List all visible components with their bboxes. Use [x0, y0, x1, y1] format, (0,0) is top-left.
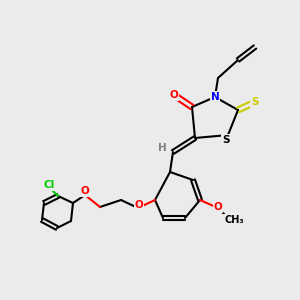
Text: S: S: [222, 135, 230, 145]
Text: Cl: Cl: [44, 180, 55, 190]
Text: O: O: [81, 186, 89, 196]
Text: O: O: [214, 202, 222, 212]
Text: O: O: [169, 90, 178, 100]
Text: S: S: [251, 97, 259, 107]
Text: N: N: [211, 92, 219, 102]
Text: CH₃: CH₃: [224, 215, 244, 225]
Text: H: H: [158, 143, 166, 153]
Text: O: O: [135, 200, 143, 210]
